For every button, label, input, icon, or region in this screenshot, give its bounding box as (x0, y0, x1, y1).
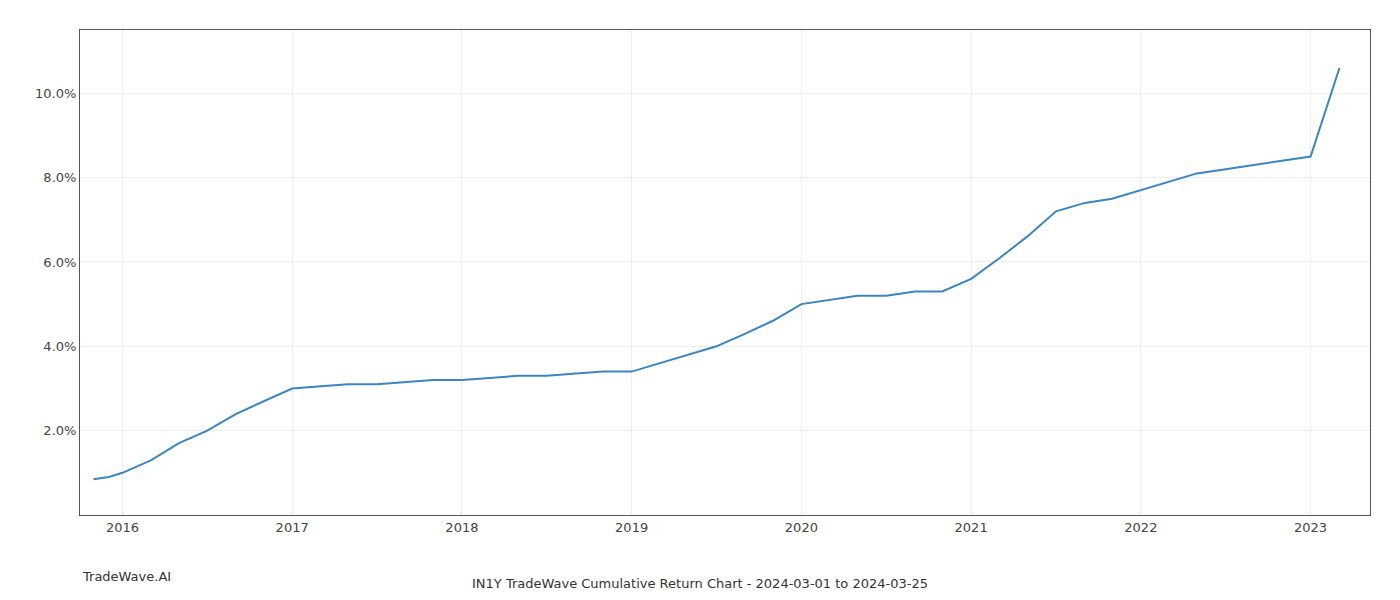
svg-text:2018: 2018 (445, 520, 478, 535)
svg-text:IN1Y TradeWave Cumulative Retu: IN1Y TradeWave Cumulative Return Chart -… (472, 576, 928, 591)
svg-text:2016: 2016 (106, 520, 139, 535)
svg-text:2021: 2021 (955, 520, 988, 535)
svg-text:2023: 2023 (1294, 520, 1327, 535)
svg-text:TradeWave.AI: TradeWave.AI (82, 569, 171, 584)
svg-text:6.0%: 6.0% (43, 255, 76, 270)
svg-text:2.0%: 2.0% (43, 423, 76, 438)
svg-text:2022: 2022 (1124, 520, 1157, 535)
svg-text:2020: 2020 (785, 520, 818, 535)
svg-text:10.0%: 10.0% (35, 86, 76, 101)
svg-text:2019: 2019 (615, 520, 648, 535)
svg-text:2017: 2017 (276, 520, 309, 535)
svg-text:8.0%: 8.0% (43, 170, 76, 185)
svg-text:4.0%: 4.0% (43, 339, 76, 354)
